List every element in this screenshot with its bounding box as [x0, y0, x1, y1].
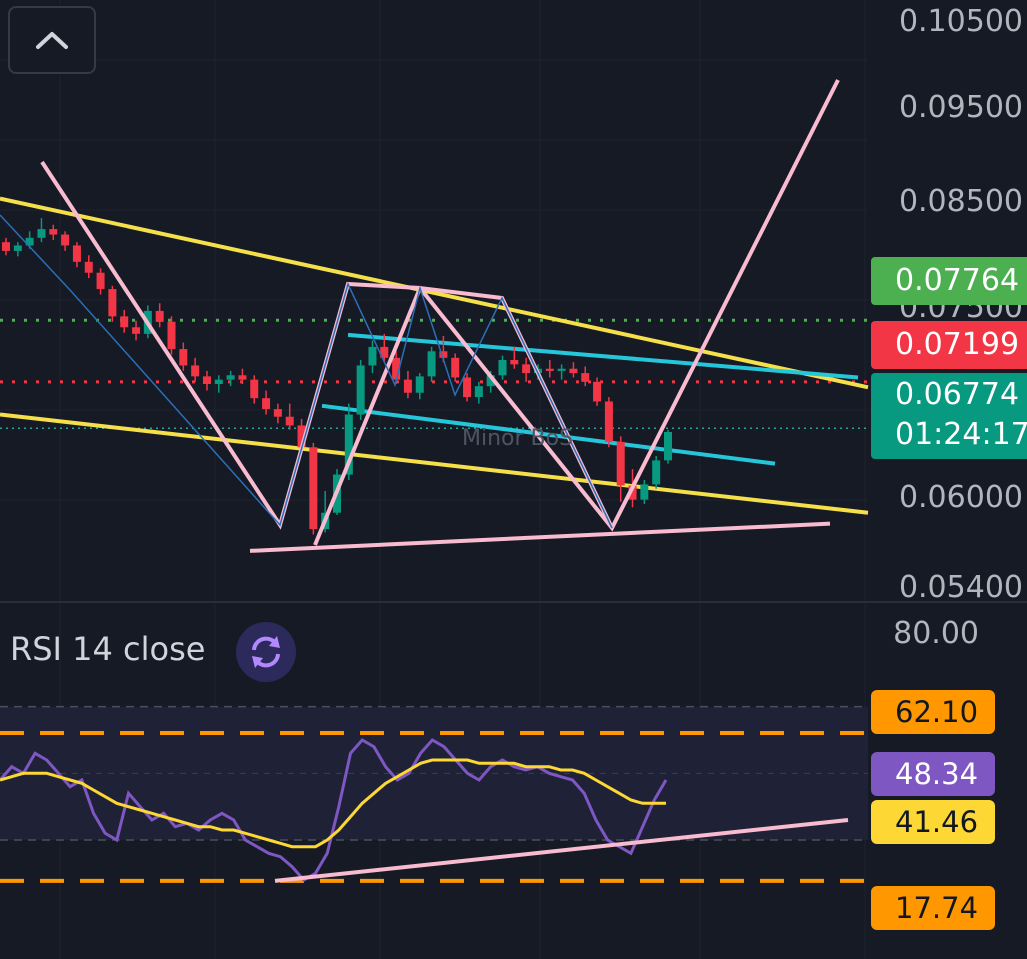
rsi-tag-ma: 41.46 — [871, 800, 995, 844]
candle-body — [13, 245, 22, 251]
candle-body — [250, 379, 259, 399]
price-tick-1: 0.09500 — [898, 90, 1023, 125]
candle-body — [309, 447, 318, 530]
candle-body — [451, 357, 460, 378]
collapse-button[interactable] — [8, 6, 96, 74]
candle-countdown: 01:24:17 — [895, 417, 1027, 452]
candle-body — [486, 375, 495, 387]
price-tick-4: 0.06000 — [898, 480, 1023, 515]
candle-body — [522, 364, 531, 374]
trendline-3 — [321, 403, 776, 466]
rsi-title: RSI 14 close — [10, 630, 206, 668]
candle-body — [581, 373, 590, 382]
candle-body — [439, 351, 448, 358]
trendline-1 — [0, 412, 869, 515]
rsi-tick-80: 80.00 — [893, 616, 979, 651]
candle-body — [214, 379, 223, 384]
wave-guide — [0, 214, 613, 529]
price-tag-red: 0.07199 — [871, 321, 1027, 369]
price-tick-0: 0.10500 — [898, 4, 1023, 39]
candle-body — [37, 229, 46, 238]
candle-body — [510, 360, 519, 365]
price-tag-green: 0.07764 — [871, 257, 1027, 305]
pattern-overlay — [0, 79, 840, 546]
candle-body — [96, 272, 105, 290]
candle-body — [179, 349, 188, 366]
candle-body — [392, 357, 401, 380]
trendline-4 — [249, 521, 831, 553]
candle-body — [120, 316, 129, 328]
trendline-2 — [347, 332, 859, 380]
price-tick-2: 0.08500 — [898, 184, 1023, 219]
candle-body — [84, 261, 93, 273]
candle-body — [262, 398, 271, 410]
candle-body — [474, 386, 483, 398]
candle-body — [557, 368, 566, 371]
candle-body — [664, 432, 672, 461]
refresh-icon[interactable] — [236, 622, 296, 682]
candle-body — [415, 376, 424, 393]
rsi-tag-value: 48.34 — [871, 752, 995, 796]
price-tag-current: 0.06774 01:24:17 — [871, 373, 1027, 459]
candle-body — [132, 327, 141, 334]
current-price: 0.06774 — [895, 377, 1020, 412]
candle-body — [356, 365, 365, 415]
rsi-series-0 — [0, 738, 668, 882]
candle-body — [403, 379, 412, 393]
candle-body — [593, 381, 602, 402]
candle-body — [72, 245, 81, 262]
rsi-tag-upper: 62.10 — [871, 690, 995, 734]
candle-body — [61, 234, 70, 246]
sync-arrows-icon — [252, 636, 280, 668]
candle-body — [616, 441, 625, 486]
candle-body — [155, 310, 164, 322]
candle-body — [640, 484, 649, 500]
rsi-series-1 — [0, 758, 666, 849]
trendline-0 — [0, 196, 869, 390]
trendlines — [0, 196, 869, 553]
candle-body — [498, 360, 507, 376]
candle-body — [344, 414, 353, 475]
candle-body — [238, 375, 247, 380]
candle-body — [273, 409, 282, 417]
rsi-trendline — [274, 818, 849, 883]
candle-body — [628, 485, 637, 500]
candle-body — [167, 321, 176, 350]
candle-body — [108, 289, 117, 317]
rsi-pane — [0, 705, 868, 883]
candle-body — [463, 377, 472, 398]
price-tick-5: 0.05400 — [898, 570, 1023, 605]
candle-body — [285, 416, 294, 426]
candle-body — [226, 375, 235, 380]
candle-body — [652, 460, 661, 485]
candle-body — [368, 346, 377, 366]
candle-body — [2, 242, 10, 251]
candle-body — [604, 401, 613, 442]
chevron-up-icon — [36, 32, 68, 49]
candle-body — [545, 368, 554, 371]
candle-body — [569, 368, 578, 374]
candle-body — [202, 376, 211, 384]
candle-body — [49, 229, 58, 235]
candle-body — [191, 365, 200, 377]
candle-body — [297, 425, 306, 448]
rsi-tag-lower: 17.74 — [871, 886, 995, 930]
zigzag-projection — [40, 79, 840, 532]
minor-bos-label: Minor BoS — [462, 426, 573, 451]
candle-body — [427, 351, 436, 377]
candle-body — [25, 237, 34, 246]
candle-body — [380, 346, 389, 358]
